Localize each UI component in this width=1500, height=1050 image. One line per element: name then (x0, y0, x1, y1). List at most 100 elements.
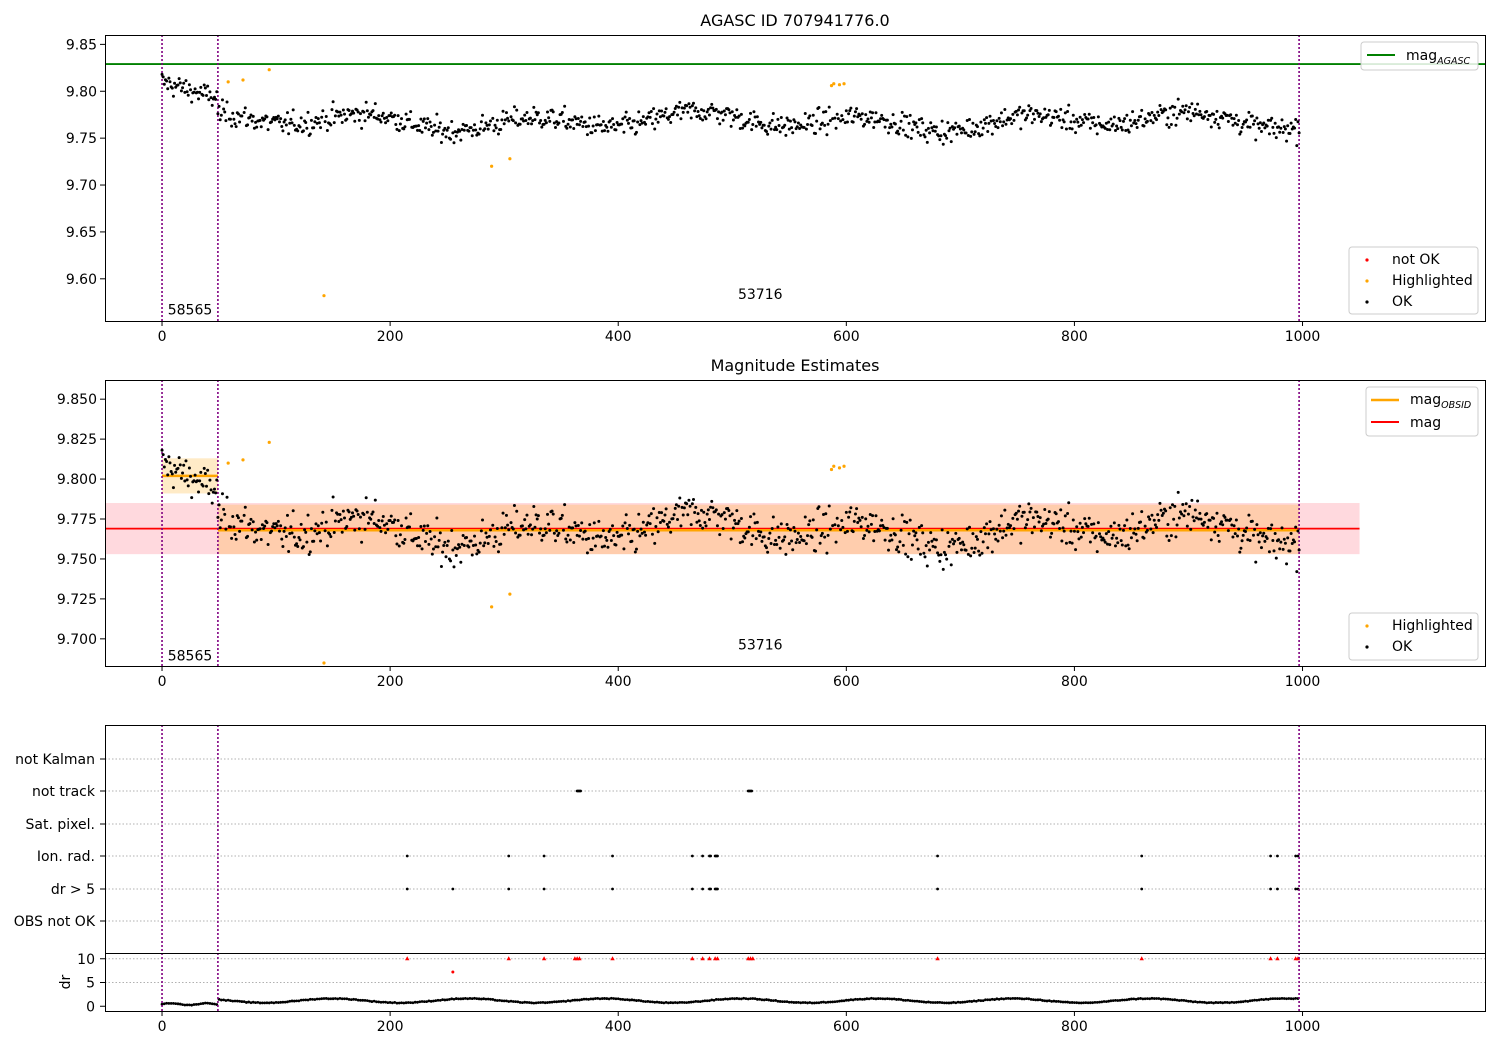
dr-clipped-marker (707, 956, 712, 961)
dr-point (420, 1000, 424, 1003)
dr-point (1175, 998, 1179, 1002)
ok-point (946, 531, 950, 535)
ok-point (266, 128, 270, 132)
magnitude-ytick-label: 9.775 (57, 512, 97, 528)
dr-point (943, 1001, 946, 1005)
ok-point (1062, 529, 1066, 533)
ok-point (926, 540, 930, 544)
ok-point (185, 478, 189, 482)
ok-point (702, 109, 706, 113)
ok-point (973, 546, 977, 550)
dr-point (368, 999, 371, 1003)
ok-point (678, 100, 682, 104)
ok-point (979, 120, 983, 124)
ok-point (674, 503, 678, 507)
ok-point (828, 527, 832, 531)
dr-point (500, 999, 504, 1003)
dr-point (1232, 1001, 1236, 1004)
ok-point (810, 123, 814, 127)
ok-point (182, 81, 186, 85)
ok-point (195, 479, 199, 483)
ok-point (332, 121, 336, 125)
ok-point (576, 117, 580, 121)
dr-point (425, 1000, 429, 1004)
ok-point (1168, 506, 1172, 510)
dr-point (183, 1003, 187, 1007)
ok-point (396, 114, 400, 118)
ok-point (565, 540, 569, 544)
ok-point (714, 107, 718, 111)
ok-point (471, 543, 475, 547)
ok-point (1063, 111, 1067, 115)
ok-point (1118, 527, 1122, 531)
ok-point (1294, 525, 1298, 529)
ok-point (568, 538, 572, 542)
dr-point (1063, 1000, 1067, 1004)
dr-point (571, 998, 575, 1002)
ok-point (1238, 132, 1242, 136)
ok-point (394, 122, 398, 126)
dr-point (327, 997, 330, 1001)
ok-point (953, 126, 957, 130)
ok-point (1239, 130, 1243, 134)
ok-point (317, 531, 321, 535)
dr-point (564, 1000, 568, 1003)
ok-point (646, 115, 650, 119)
magnitude-plot-area (105, 380, 1360, 666)
ok-point (1076, 530, 1080, 534)
ok-point (279, 524, 283, 528)
ok-point (1180, 110, 1184, 114)
dr-point (1146, 997, 1149, 1001)
ok-point (228, 525, 232, 529)
dr-point (203, 1001, 207, 1005)
dr-point (751, 997, 755, 1000)
ok-point (657, 511, 661, 515)
ok-point (636, 120, 640, 124)
ok-point (518, 533, 522, 537)
ok-point (325, 128, 329, 132)
dr-point (1221, 1001, 1225, 1005)
ok-point (584, 125, 588, 129)
ok-point (488, 119, 492, 123)
ok-point (890, 125, 894, 129)
ok-point (1153, 523, 1157, 527)
dr-point (258, 1001, 262, 1005)
dr-point (785, 1000, 789, 1004)
dr-point (479, 997, 483, 1001)
ok-point (915, 538, 919, 542)
ok-point (173, 463, 177, 467)
magnitude-xtick-label: 600 (833, 674, 860, 690)
ok-point (804, 542, 808, 546)
ok-point (333, 114, 337, 118)
ok-point (785, 116, 789, 120)
ok-point (1217, 539, 1221, 543)
ok-point (1266, 526, 1270, 530)
dr-point (187, 1003, 191, 1007)
ok-point (323, 529, 327, 533)
ok-point (1145, 528, 1149, 532)
ok-point (236, 516, 240, 520)
dr-point (397, 1001, 401, 1005)
dr-point (557, 1000, 561, 1003)
dr-point (489, 997, 492, 1001)
dr-point (746, 997, 750, 1001)
dr-point (436, 998, 440, 1002)
ok-point (366, 521, 370, 525)
ok-point (1003, 107, 1007, 111)
ok-point (600, 129, 604, 133)
ok-point (385, 522, 389, 526)
obsid-label-53716: 53716 (738, 637, 783, 653)
ok-point (436, 545, 440, 549)
ok-point (1185, 117, 1189, 121)
dr-point (1086, 1001, 1090, 1005)
ok-point (664, 107, 668, 111)
ok-point (450, 119, 454, 123)
ok-point (1131, 110, 1135, 114)
dr-point (1045, 999, 1049, 1003)
ok-point (280, 537, 284, 541)
ok-point (597, 519, 601, 523)
flag-point (1269, 887, 1272, 891)
ok-point (869, 522, 873, 526)
flag-point (611, 854, 614, 858)
